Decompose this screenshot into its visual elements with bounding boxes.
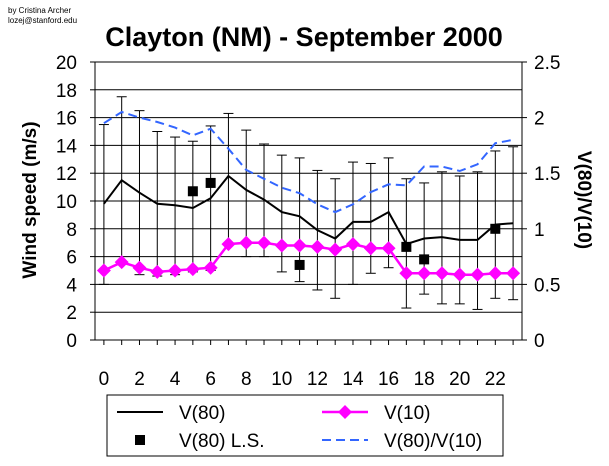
v10-point (239, 235, 254, 250)
v10-point (345, 237, 360, 252)
legend-label: V(10) (384, 403, 430, 424)
x-tick-label: 4 (170, 369, 181, 390)
v80-ls-point (294, 259, 305, 270)
plot-area: 0 2 4 6 8 10 12 14 16 18 20 0 0.5 1 1.5 2 2.5 0 2 4 6 8 10 12 14… (56, 53, 561, 390)
legend-label: V(80) L.S. (179, 431, 265, 452)
legend: V(80) V(10) V(80) L.S. V(80)/V(10) (106, 394, 504, 457)
y2-tick-label: 1.5 (534, 164, 560, 185)
y2-tick-label: 0 (534, 331, 545, 352)
y-tick-label: 2 (66, 303, 77, 324)
v10-point (399, 266, 414, 281)
x-tick-label: 16 (378, 369, 399, 390)
chart-title: Clayton (NM) - September 2000 (105, 22, 503, 52)
v80-ls-point (401, 241, 412, 252)
v10-point (274, 238, 289, 253)
legend-swatch-v10-marker (338, 405, 352, 419)
y-tick-label: 14 (56, 136, 78, 157)
v10-point (292, 238, 307, 253)
v10-point (185, 262, 200, 277)
v10-point (417, 266, 432, 281)
y-tick-label: 0 (66, 331, 77, 352)
y-tick-label: 6 (66, 248, 77, 269)
v10-point (434, 266, 449, 281)
v10-point (310, 239, 325, 254)
credit-author: by Cristina Archer (8, 6, 71, 15)
x-tick-label: 2 (134, 369, 145, 390)
v10-point (168, 263, 183, 278)
v10-point (257, 235, 272, 250)
y-tick-label: 18 (56, 81, 77, 102)
x-tick-label: 0 (99, 369, 110, 390)
legend-box (106, 394, 504, 457)
y-tick-label: 12 (56, 164, 77, 185)
y-tick-label: 10 (56, 192, 77, 213)
y-tick-label: 16 (56, 109, 77, 130)
v10-point (221, 237, 236, 252)
v10-point (150, 264, 165, 279)
v10-point (488, 266, 503, 281)
legend-label: V(80)/V(10) (384, 431, 482, 452)
x-tick-label: 10 (271, 369, 292, 390)
v10-point (203, 260, 218, 275)
x-tick-label: 22 (485, 369, 506, 390)
v80-ls-point (205, 177, 216, 188)
y-tick-label: 20 (56, 53, 77, 74)
v10-point (96, 263, 111, 278)
y-tick-label: 4 (66, 275, 77, 296)
credit-email: lozej@stanford.edu (8, 16, 77, 25)
series-v10-line (103, 241, 514, 276)
x-tick-label: 20 (449, 369, 470, 390)
x-tick-label: 8 (241, 369, 252, 390)
v10-point (328, 242, 343, 257)
v10-point (381, 241, 396, 256)
v80-ls-point (419, 254, 430, 265)
legend-swatch-v80-ls (135, 435, 145, 445)
x-tick-label: 18 (414, 369, 435, 390)
y2-tick-label: 2 (534, 109, 545, 130)
y-axis-label: Wind speed (m/s) (20, 121, 41, 278)
y2-tick-label: 0.5 (534, 275, 560, 296)
v10-point (114, 255, 129, 270)
x-tick-label: 14 (342, 369, 364, 390)
v80-ls-point (490, 223, 501, 234)
x-tick-label: 6 (205, 369, 216, 390)
v80-ls-point (187, 186, 198, 197)
y2-axis-label: V(80)/V(10) (573, 151, 594, 249)
y2-tick-label: 1 (534, 220, 545, 241)
v10-point (506, 266, 521, 281)
y-tick-label: 8 (66, 220, 77, 241)
y2-tick-label: 2.5 (534, 53, 560, 74)
v10-point (132, 260, 147, 275)
series-ratio-line (103, 110, 514, 214)
v10-point (470, 267, 485, 282)
v10-point (363, 241, 378, 256)
x-tick-label: 12 (307, 369, 328, 390)
v10-point (452, 267, 467, 282)
legend-label: V(80) (179, 403, 225, 424)
series-v80-line (103, 174, 514, 246)
